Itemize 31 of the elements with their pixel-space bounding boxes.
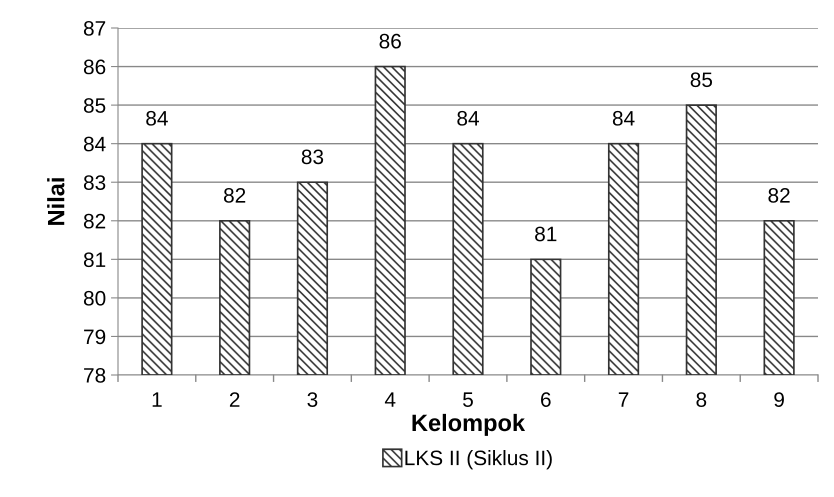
y-tick-label: 82 xyxy=(84,214,106,229)
x-tick-label: 4 xyxy=(384,392,396,407)
x-tick-label: 6 xyxy=(541,392,551,407)
x-tick-label: 2 xyxy=(230,392,240,407)
data-label: 84 xyxy=(612,110,635,126)
y-tick-label: 86 xyxy=(84,60,106,74)
x-tick-label: 8 xyxy=(696,392,706,407)
data-label: 83 xyxy=(302,149,324,164)
y-tick-label: 85 xyxy=(84,98,106,113)
x-tick-label: 5 xyxy=(463,392,473,407)
x-tick-label: 7 xyxy=(618,392,628,407)
y-axis-title: Nilai xyxy=(47,178,64,225)
data-label: 82 xyxy=(224,188,246,203)
data-label: 86 xyxy=(380,34,401,49)
data-label: 84 xyxy=(146,110,168,126)
y-tick-label: 81 xyxy=(84,252,106,268)
y-tick-label: 87 xyxy=(84,21,106,36)
data-label: 84 xyxy=(457,110,479,126)
x-axis-title: Kelompok xyxy=(412,414,526,436)
data-label: 82 xyxy=(768,188,790,203)
data-label: 85 xyxy=(690,72,712,88)
x-tick-label: 3 xyxy=(307,392,318,407)
x-tick-label: 1 xyxy=(152,392,162,407)
y-tick-label: 79 xyxy=(84,329,106,344)
y-tick-label: 83 xyxy=(84,175,106,190)
x-tick-label: 9 xyxy=(774,392,784,407)
y-tick-label: 80 xyxy=(84,290,106,306)
legend-label: LKS II (Siklus II) xyxy=(405,450,552,470)
data-label: 81 xyxy=(535,226,556,242)
y-tick-label: 84 xyxy=(84,136,106,152)
y-tick-label: 78 xyxy=(84,368,106,383)
